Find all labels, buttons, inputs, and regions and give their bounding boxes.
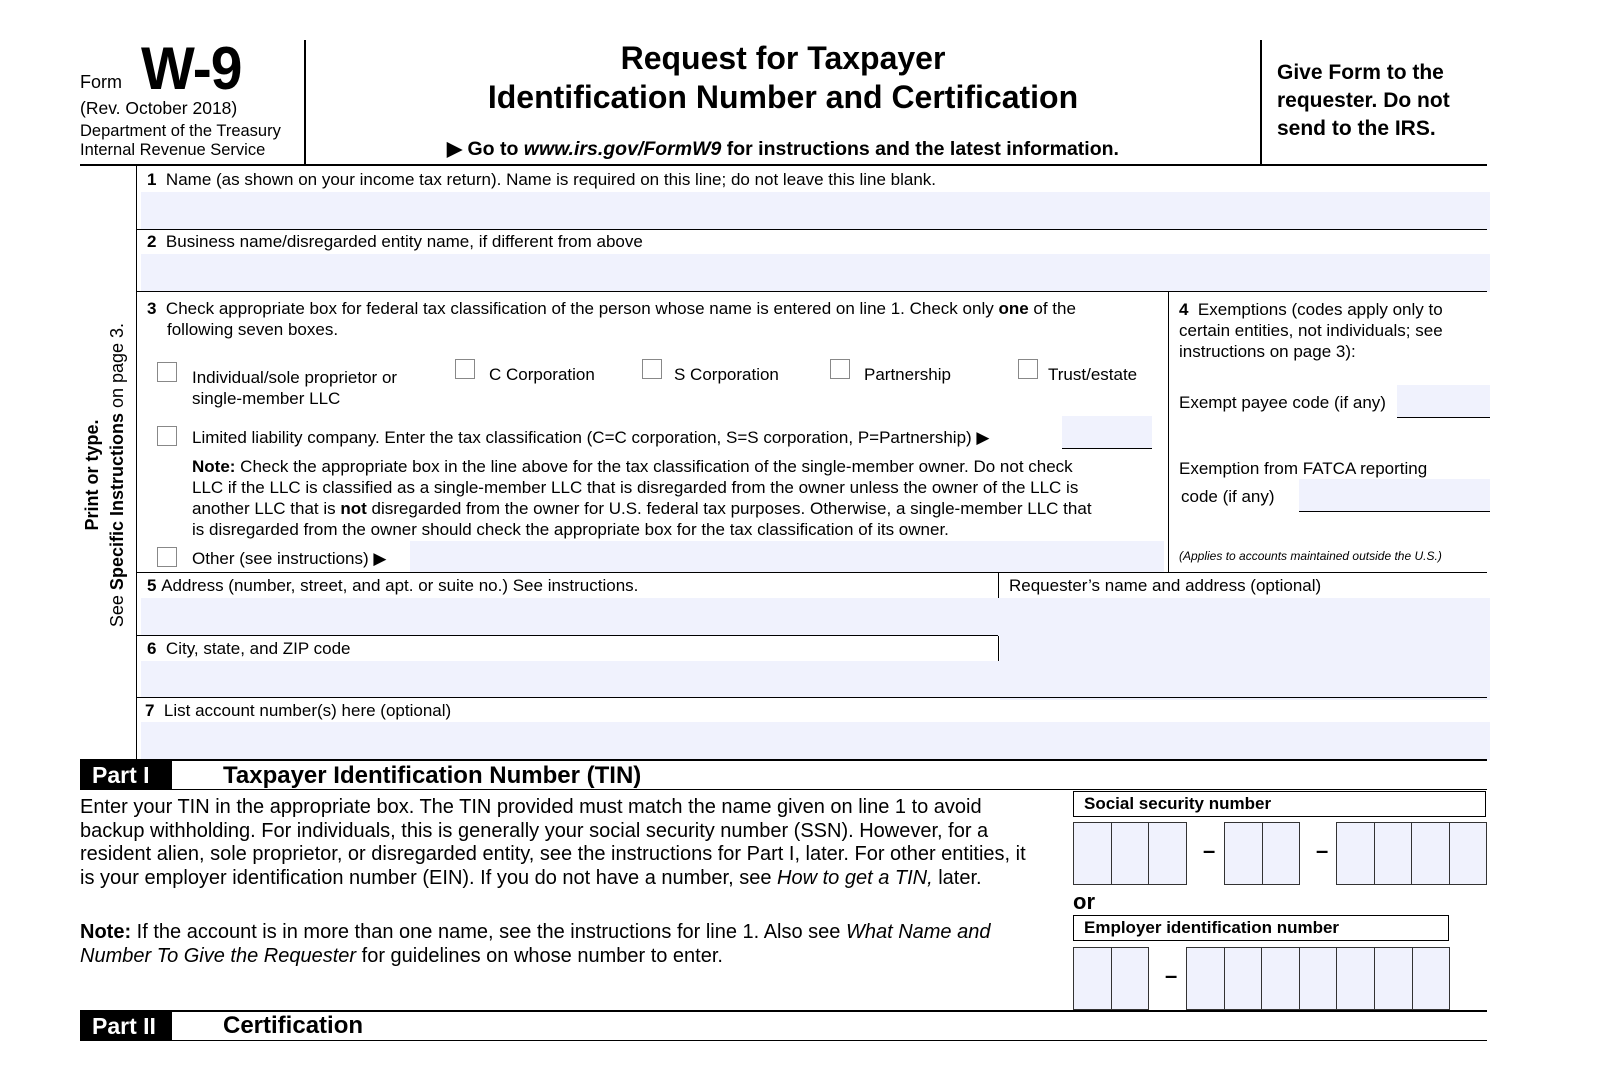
c-corporation-label: C Corporation: [489, 365, 595, 384]
ssn-digit-box[interactable]: [1110, 822, 1150, 885]
title-line2: Identification Number and Certification: [487, 79, 1079, 115]
part1-title: Taxpayer Identification Number (TIN): [223, 762, 642, 789]
llc-checkbox[interactable]: [157, 426, 177, 446]
exemptions-label: 4 Exemptions (codes apply only to certai…: [1179, 300, 1443, 361]
line3-label-cont: following seven boxes.: [167, 320, 339, 339]
address-input[interactable]: [141, 598, 1001, 636]
line7-label: 7 List account number(s) here (optional): [145, 701, 452, 720]
other-label: Other (see instructions) ▶: [192, 549, 387, 568]
ein-digit-box[interactable]: [1411, 947, 1451, 1010]
s-corporation-label: S Corporation: [674, 365, 779, 384]
exempt-payee-label: Exempt payee code (if any): [1179, 393, 1386, 412]
s-corporation-checkbox[interactable]: [642, 359, 662, 379]
requester-input[interactable]: [1000, 598, 1490, 700]
individual-label: Individual/sole proprietor or single-memb…: [192, 368, 398, 408]
revision: (Rev. October 2018): [80, 98, 238, 118]
part2-tag: Part II: [80, 1012, 172, 1040]
business-name-input[interactable]: [141, 254, 1490, 292]
ssn-digit-box[interactable]: [1373, 822, 1412, 885]
ssn-digit-box[interactable]: [1073, 822, 1112, 885]
ein-digit-box[interactable]: [1223, 947, 1263, 1010]
ein-dash: –: [1165, 963, 1178, 988]
part1-tag: Part I: [80, 761, 172, 789]
partnership-label: Partnership: [864, 365, 951, 384]
part2-title: Certification: [223, 1012, 364, 1039]
ssn-digit-box[interactable]: [1411, 822, 1450, 885]
ein-digit-box[interactable]: [1261, 947, 1300, 1010]
ein-digit-box[interactable]: [1186, 947, 1225, 1010]
trust-estate-checkbox[interactable]: [1018, 359, 1038, 379]
fatca-code-input[interactable]: [1299, 479, 1490, 512]
title-line1: Request for Taxpayer: [620, 40, 946, 76]
ssn-dash: –: [1316, 838, 1329, 863]
ein-digit-box[interactable]: [1336, 947, 1375, 1010]
partnership-checkbox[interactable]: [830, 359, 850, 379]
line5-label: 5 Address (number, street, and apt. or s…: [147, 576, 639, 595]
ein-digit-box[interactable]: [1374, 947, 1413, 1010]
side-instructions: Print or type. See Specific Instructions…: [82, 322, 127, 628]
form-number: W-9: [141, 35, 242, 102]
ein-label: Employer identification number: [1073, 915, 1449, 941]
ssn-digit-box[interactable]: [1224, 822, 1263, 885]
give-line1: Give Form to the: [1277, 61, 1444, 84]
name-input[interactable]: [141, 192, 1490, 230]
ssn-digit-box[interactable]: [1148, 822, 1188, 885]
city-state-zip-input[interactable]: [141, 661, 1001, 698]
trust-estate-label: Trust/estate: [1048, 365, 1138, 384]
line2-label: 2 Business name/disregarded entity name,…: [147, 232, 643, 251]
exempt-payee-input[interactable]: [1397, 385, 1490, 418]
ein-digit-box[interactable]: [1298, 947, 1338, 1010]
tin-note: Note: If the account is in more than one…: [80, 921, 991, 967]
ein-digit-box[interactable]: [1073, 947, 1112, 1010]
llc-classification-input[interactable]: [1062, 416, 1152, 449]
give-line3: send to the IRS.: [1277, 117, 1436, 140]
other-input[interactable]: [410, 541, 1164, 573]
ssn-label: Social security number: [1073, 791, 1486, 817]
ssn-dash: –: [1203, 838, 1216, 863]
ein-digit-box[interactable]: [1110, 947, 1150, 1010]
agency: Internal Revenue Service: [80, 141, 266, 159]
irs-link[interactable]: www.irs.gov/FormW9: [523, 138, 722, 160]
or-label: or: [1073, 889, 1095, 914]
account-numbers-input[interactable]: [141, 722, 1490, 760]
tin-instructions: Enter your TIN in the appropriate box. T…: [80, 796, 1026, 889]
line3-label: 3 Check appropriate box for federal tax …: [147, 299, 1076, 318]
fatca-note: (Applies to accounts maintained outside …: [1179, 549, 1442, 563]
individual-checkbox[interactable]: [157, 362, 177, 382]
ssn-digit-box[interactable]: [1261, 822, 1301, 885]
fatca-label: Exemption from FATCA reporting: [1179, 459, 1428, 478]
requester-label: Requester’s name and address (optional): [1009, 576, 1322, 595]
ssn-digit-box[interactable]: [1336, 822, 1375, 885]
goto-instructions: ▶ Go to www.irs.gov/FormW9 for instructi…: [447, 138, 1119, 160]
line6-label: 6 City, state, and ZIP code: [147, 639, 351, 658]
form-word: Form: [80, 72, 122, 92]
c-corporation-checkbox[interactable]: [455, 359, 475, 379]
give-line2: requester. Do not: [1277, 89, 1450, 112]
fatca-label-cont: code (if any): [1181, 487, 1275, 506]
ssn-digit-box[interactable]: [1448, 822, 1487, 885]
department: Department of the Treasury: [80, 122, 281, 140]
llc-label: Limited liability company. Enter the tax…: [192, 428, 990, 447]
line1-label: 1 Name (as shown on your income tax retu…: [147, 170, 937, 189]
other-checkbox[interactable]: [157, 547, 177, 567]
llc-note: Note: Check the appropriate box in the l…: [192, 457, 1092, 539]
